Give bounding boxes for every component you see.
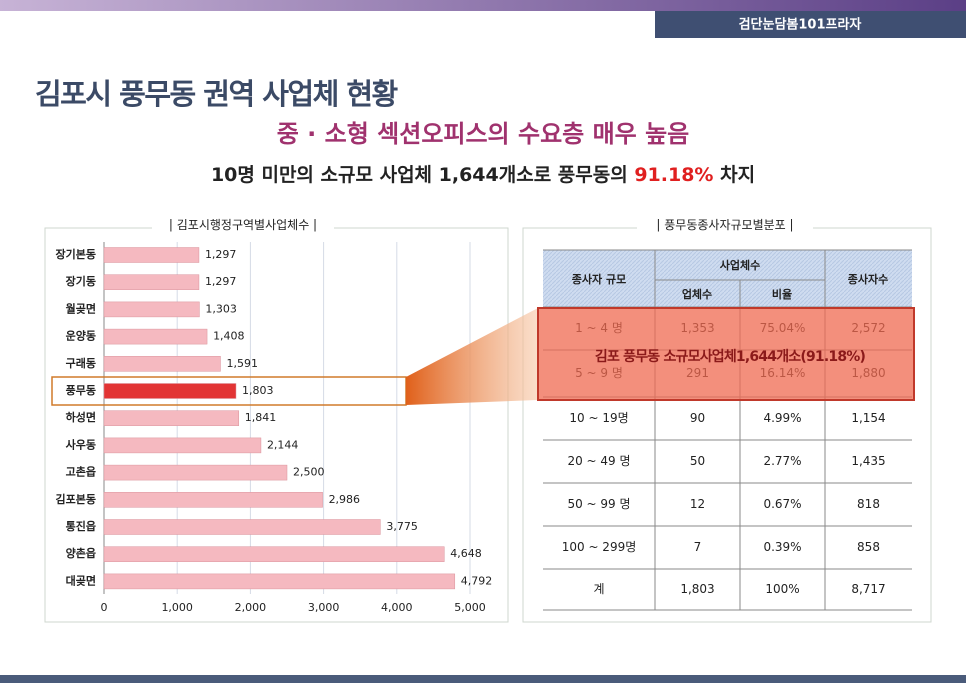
value-label: 1,303 <box>205 302 237 315</box>
summary-highlight: 91.18% <box>634 164 713 186</box>
value-label: 1,297 <box>205 275 237 288</box>
bar <box>103 492 323 508</box>
y-tick-label: 고촌읍 <box>66 465 96 479</box>
table-cell: 1,803 <box>680 582 714 596</box>
value-label: 1,297 <box>205 248 237 261</box>
bar <box>103 328 208 345</box>
title: 김포시 풍무동 권역 사업체 현황 <box>35 77 399 111</box>
brand-tab <box>655 11 966 38</box>
x-tick-label: 4,000 <box>381 601 413 614</box>
chart-caption: | 김포시행정구역별사업체수 | <box>169 217 317 232</box>
subtitle: 중 · 소형 섹션오피스의 수요층 매우 높음 <box>277 120 690 148</box>
table-cell: 818 <box>857 497 880 511</box>
header-cell: 사업체수 <box>720 258 760 272</box>
table-header-bg <box>543 250 912 307</box>
table-cell: 50 ~ 99 명 <box>567 497 630 511</box>
table-cell: 1,154 <box>851 411 885 425</box>
table-cell: 100 ~ 299명 <box>562 540 637 554</box>
summary-text: 10명 미만의 소규모 사업체 1,644개소로 풍무동의 <box>211 164 634 186</box>
value-label: 1,803 <box>242 384 274 397</box>
overlay-text: 김포 풍무동 소규모사업체1,644개소(91.18%) <box>595 348 866 365</box>
value-label: 3,775 <box>386 520 418 533</box>
x-tick-label: 2,000 <box>235 601 267 614</box>
chart-title: 김포시행정구역별사업체수 <box>177 217 309 232</box>
table-cell: 90 <box>690 411 705 425</box>
y-tick-label: 장기본동 <box>56 247 96 261</box>
value-label: 1,591 <box>226 357 257 370</box>
table-caption: | 풍무동종사자규모별분포 | <box>656 218 793 232</box>
summary: 10명 미만의 소규모 사업체 1,644개소로 풍무동의 91.18% 차지 <box>211 164 755 186</box>
table-cell: 100% <box>765 582 799 596</box>
bar <box>103 301 200 318</box>
table-title: 풍무동종사자규모별분포 <box>664 218 785 232</box>
top-bar <box>0 0 966 11</box>
table-cell: 10 ~ 19명 <box>569 411 628 425</box>
table-cell: 계 <box>593 582 604 596</box>
bar <box>103 464 288 481</box>
bar <box>103 573 456 590</box>
header-cell: 비율 <box>772 287 792 301</box>
caption-bg <box>637 216 813 234</box>
table-cell: 4.99% <box>763 411 801 425</box>
header-cell: 종사자수 <box>848 272 888 286</box>
y-tick-label: 대곶면 <box>66 573 96 587</box>
x-tick-label: 0 <box>101 601 108 614</box>
x-tick-label: 3,000 <box>308 601 340 614</box>
overlay-box <box>537 307 915 401</box>
summary-text: 차지 <box>713 164 755 186</box>
y-tick-label: 양촌읍 <box>66 546 96 560</box>
x-tick-label: 1,000 <box>161 601 193 614</box>
table-cell: 1,435 <box>851 454 885 468</box>
table-cell: 7 <box>694 540 702 554</box>
header-cell: 업체수 <box>682 287 712 301</box>
y-tick-label: 월곶면 <box>66 301 96 315</box>
x-tick-label: 5,000 <box>454 601 486 614</box>
callout-cone <box>406 308 538 405</box>
y-tick-label: 통진읍 <box>66 519 96 533</box>
value-label: 4,648 <box>450 547 482 560</box>
y-tick-label: 운양동 <box>66 329 96 343</box>
caption-bg <box>152 216 334 234</box>
bottom-bar <box>0 675 966 683</box>
table-cell: 50 <box>690 454 705 468</box>
table-cell: 0.39% <box>763 540 801 554</box>
y-tick-label: 구래동 <box>66 356 96 370</box>
value-label: 2,500 <box>293 466 325 479</box>
table-cell: 858 <box>857 540 880 554</box>
bar <box>103 274 200 290</box>
table-cell: 8,717 <box>851 582 885 596</box>
y-tick-label: 김포본동 <box>56 493 96 506</box>
bar <box>103 383 237 399</box>
value-label: 4,792 <box>461 574 493 587</box>
y-tick-label: 장기동 <box>66 274 96 288</box>
value-label: 1,841 <box>245 411 277 424</box>
bar <box>103 247 200 263</box>
bar <box>103 356 221 372</box>
value-label: 2,144 <box>267 438 299 451</box>
bar <box>103 519 381 535</box>
bar <box>103 437 262 454</box>
y-tick-label: 하성면 <box>66 410 96 424</box>
table-cell: 0.67% <box>763 497 801 511</box>
value-label: 1,408 <box>213 330 245 343</box>
brand: 검단눈담봄101프라자 <box>739 17 862 33</box>
table-cell: 2.77% <box>763 454 801 468</box>
table-cell: 20 ~ 49 명 <box>567 454 630 468</box>
bar <box>103 546 445 562</box>
bar <box>103 410 240 426</box>
value-label: 2,986 <box>329 493 361 506</box>
table-cell: 12 <box>690 497 705 511</box>
y-tick-label: 풍무동 <box>66 384 96 397</box>
header-cell: 종사자 규모 <box>572 272 626 286</box>
y-tick-label: 사우동 <box>66 437 96 451</box>
